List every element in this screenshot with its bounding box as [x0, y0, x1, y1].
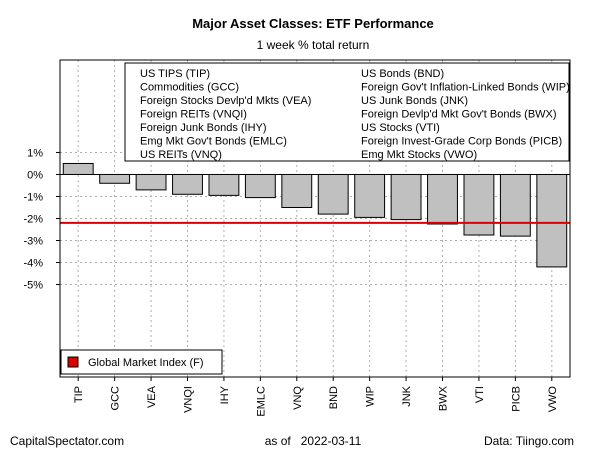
footer-date: as of 2022-03-11 — [265, 434, 362, 448]
asset-legend-entry: Foreign Stocks Devlp'd Mkts (VEA) — [140, 95, 311, 107]
bar-vnq — [281, 173, 313, 208]
x-tick-label: WIP — [365, 386, 377, 407]
y-tick-label: -3% — [23, 236, 43, 248]
x-tick-label: VNQI — [183, 386, 195, 413]
index-legend-box — [60, 349, 223, 375]
bar-bwx — [427, 173, 458, 225]
plot-frame — [59, 59, 571, 378]
chart-subtitle: 1 week % total return — [257, 38, 370, 52]
bar-gcc — [99, 173, 131, 184]
bar-vwo — [536, 173, 568, 268]
x-tick-label: VWO — [547, 386, 559, 413]
asset-legend-entry: US Junk Bonds (JNK) — [361, 95, 468, 107]
x-axis: TIP GCC VEA VNQI IHY EMLC VNQ BND WIP JNK BWX VTI PI… — [73, 377, 559, 417]
bar-ihy — [208, 173, 240, 196]
chart-title: Major Asset Classes: ETF Performance — [192, 16, 434, 31]
asset-legend-entry: Foreign Invest-Grade Corp Bonds (PICB) — [361, 136, 562, 148]
bar-bnd — [317, 173, 349, 215]
bar-vea — [135, 173, 167, 191]
asset-legend-entry: Emg Mkt Stocks (VWO) — [361, 149, 477, 161]
y-tick-label: 1% — [27, 147, 43, 159]
y-axis: 1% 0% -1% -2% -3% -4% -5% — [23, 147, 60, 292]
x-tick-label: JNK — [401, 385, 413, 406]
y-tick-label: -2% — [23, 214, 43, 226]
index-legend-swatch — [67, 356, 79, 368]
x-tick-label: PICB — [510, 386, 522, 412]
x-tick-label: VNQ — [292, 386, 304, 410]
asset-legend-entry: Foreign Junk Bonds (IHY) — [140, 122, 267, 134]
asset-legend-entry: Foreign REITs (VNQI) — [140, 109, 247, 121]
y-tick-label: -1% — [23, 191, 43, 203]
footer-source: CapitalSpectator.com — [10, 434, 124, 448]
x-tick-label: GCC — [110, 386, 122, 411]
bars — [62, 162, 568, 268]
asset-legend-column-2: US Bonds (BND) Foreign Gov't Inflation-Li… — [361, 68, 570, 161]
bar-tip — [62, 162, 94, 175]
bar-picb — [499, 173, 531, 237]
asset-legend-entry: Emg Mkt Gov't Bonds (EMLC) — [140, 136, 287, 148]
asset-legend-entry: US TIPS (TIP) — [140, 68, 210, 80]
asset-legend-entry: US Stocks (VTI) — [361, 122, 440, 134]
x-tick-label: BWX — [438, 385, 450, 411]
y-tick-label: -4% — [23, 258, 43, 270]
asset-legend-column-1: US TIPS (TIP) Commodities (GCC)Foreign St… — [140, 68, 311, 161]
index-legend: Global Market Index (F) — [60, 349, 223, 375]
asset-legend-box — [124, 62, 570, 162]
bar-vnqi — [172, 173, 203, 195]
asset-legend-entry: US Bonds (BND) — [361, 68, 444, 80]
x-tick-label: VTI — [474, 386, 486, 403]
x-tick-label: IHY — [219, 385, 231, 404]
bar-emlc — [244, 173, 276, 199]
asset-legend-entry: US REITs (VNQ) — [140, 149, 222, 161]
x-tick-label: BND — [328, 386, 340, 409]
asset-legend-entry: Commodities (GCC) — [140, 82, 239, 94]
bar-wip — [354, 173, 386, 218]
footer-data-credit: Data: Tiingo.com — [484, 434, 574, 448]
bar-vti — [463, 173, 495, 236]
x-tick-label: VEA — [146, 385, 158, 408]
asset-legend: US TIPS (TIP) Commodities (GCC)Foreign St… — [124, 62, 570, 162]
asset-legend-entry: Foreign Gov't Inflation-Linked Bonds (WI… — [361, 82, 570, 94]
y-tick-label: 0% — [27, 169, 43, 181]
asset-legend-entry: Foreign Devlp'd Mkt Gov't Bonds (BWX) — [361, 109, 557, 121]
index-legend-label: Global Market Index (F) — [88, 357, 204, 369]
bar-jnk — [390, 173, 422, 221]
y-tick-label: -5% — [23, 280, 43, 292]
x-tick-label: TIP — [73, 386, 85, 403]
x-tick-label: EMLC — [255, 386, 267, 417]
